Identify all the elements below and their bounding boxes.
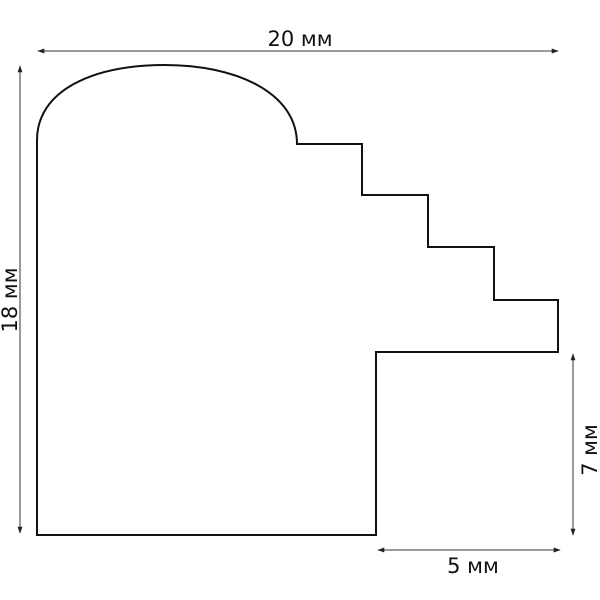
rebate-height-label: 7 мм bbox=[578, 424, 600, 476]
height-label: 18 мм bbox=[0, 267, 22, 332]
width-label: 20 мм bbox=[267, 27, 332, 51]
profile-outline bbox=[37, 65, 558, 535]
rebate-width-label: 5 мм bbox=[447, 554, 499, 578]
